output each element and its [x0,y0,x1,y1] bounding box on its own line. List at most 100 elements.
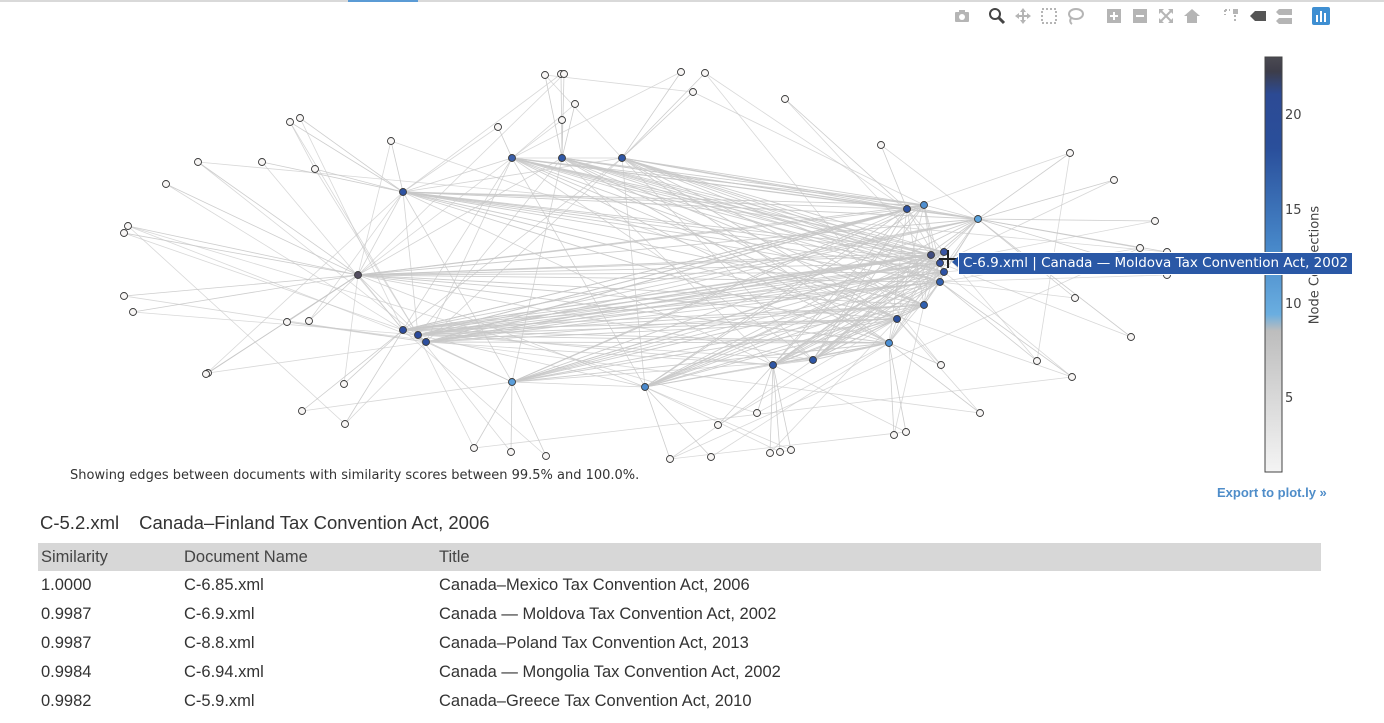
graph-node[interactable] [340,380,348,388]
graph-node[interactable] [940,248,948,256]
table-row[interactable]: 0.9987 C-8.8.xml Canada–Poland Tax Conve… [38,629,1321,658]
graph-node[interactable] [903,205,911,213]
graph-node[interactable] [399,326,407,334]
hover-closest-icon[interactable] [1248,6,1268,26]
table-row[interactable]: 0.9987 C-6.9.xml Canada — Moldova Tax Co… [38,600,1321,629]
graph-node[interactable] [124,222,132,230]
graph-node[interactable] [354,271,362,279]
graph-node[interactable] [341,420,349,428]
graph-node[interactable] [258,158,266,166]
graph-node[interactable] [940,268,948,276]
graph-node[interactable] [776,448,784,456]
graph-node[interactable] [162,180,170,188]
camera-icon[interactable] [952,6,972,26]
pan-icon[interactable] [1013,6,1033,26]
column-header-title[interactable]: Title [436,543,1321,571]
graph-node[interactable] [707,453,715,461]
graph-node[interactable] [541,71,549,79]
graph-node[interactable] [974,215,982,223]
graph-node[interactable] [976,409,984,417]
graph-node[interactable] [1068,373,1076,381]
table-row[interactable]: 1.0000 C-6.85.xml Canada–Mexico Tax Conv… [38,571,1321,600]
graph-node[interactable] [305,317,313,325]
graph-node[interactable] [558,154,566,162]
graph-node[interactable] [129,308,137,316]
graph-node[interactable] [283,318,291,326]
graph-node[interactable] [1071,294,1079,302]
column-header-similarity[interactable]: Similarity [38,543,181,571]
graph-node[interactable] [920,301,928,309]
graph-node[interactable] [677,68,685,76]
graph-node[interactable] [666,455,674,463]
graph-node[interactable] [714,421,722,429]
graph-node[interactable] [508,378,516,386]
graph-node[interactable] [885,339,893,347]
graph-node[interactable] [769,361,777,369]
graph-node[interactable] [920,201,928,209]
graph-node[interactable] [890,431,898,439]
spike-lines-icon[interactable] [1221,6,1241,26]
graph-node[interactable] [414,331,422,339]
graph-node[interactable] [470,444,478,452]
graph-node[interactable] [399,188,407,196]
graph-node[interactable] [494,123,502,131]
column-header-document-name[interactable]: Document Name [181,543,436,571]
plotly-logo-icon[interactable] [1311,6,1331,26]
graph-node[interactable] [120,292,128,300]
graph-node[interactable] [936,259,944,267]
hover-compare-icon[interactable] [1274,6,1294,26]
table-row[interactable]: 0.9984 C-6.94.xml Canada — Mongolia Tax … [38,658,1321,687]
graph-node[interactable] [120,229,128,237]
graph-node[interactable] [701,69,709,77]
cell-document-name[interactable]: C-5.9.xml [184,692,255,710]
graph-node[interactable] [937,361,945,369]
export-to-plotly-link[interactable]: Export to plot.ly » [1217,485,1327,500]
graph-node[interactable] [286,118,294,126]
graph-node[interactable] [766,449,774,457]
graph-node[interactable] [507,448,515,456]
graph-node[interactable] [781,95,789,103]
graph-node[interactable] [936,278,944,286]
zoom-out-icon[interactable] [1130,6,1150,26]
graph-node[interactable] [542,452,550,460]
graph-node[interactable] [641,383,649,391]
lasso-select-icon[interactable] [1065,6,1085,26]
graph-node[interactable] [422,338,430,346]
graph-node[interactable] [618,154,626,162]
cell-document-name[interactable]: C-6.85.xml [184,576,264,594]
graph-node[interactable] [194,158,202,166]
graph-node[interactable] [298,407,306,415]
home-icon[interactable] [1182,6,1202,26]
graph-node[interactable] [558,116,566,124]
graph-node[interactable] [311,165,319,173]
table-row[interactable]: 0.9982 C-5.9.xml Canada–Greece Tax Conve… [38,687,1321,716]
zoom-in-icon[interactable] [1104,6,1124,26]
graph-node[interactable] [1066,149,1074,157]
zoom-icon[interactable] [987,6,1007,26]
graph-node[interactable] [560,70,568,78]
graph-node[interactable] [809,356,817,364]
graph-node[interactable] [296,114,304,122]
graph-node[interactable] [877,141,885,149]
graph-node[interactable] [571,100,579,108]
cell-document-name[interactable]: C-6.9.xml [184,605,255,623]
network-graph[interactable]: 20 15 10 5 [0,0,1384,500]
graph-node[interactable] [1110,176,1118,184]
graph-node[interactable] [1151,217,1159,225]
autoscale-icon[interactable] [1156,6,1176,26]
graph-node[interactable] [1127,333,1135,341]
graph-node[interactable] [787,446,795,454]
graph-node[interactable] [387,137,395,145]
cell-document-name[interactable]: C-8.8.xml [184,634,255,652]
box-select-icon[interactable] [1039,6,1059,26]
graph-node[interactable] [893,315,901,323]
graph-node[interactable] [1136,244,1144,252]
graph-node[interactable] [689,88,697,96]
graph-node[interactable] [902,428,910,436]
graph-node[interactable] [1033,357,1041,365]
graph-node[interactable] [508,154,516,162]
graph-node[interactable] [202,370,210,378]
graph-node[interactable] [753,409,761,417]
cell-document-name[interactable]: C-6.94.xml [184,663,264,681]
graph-node[interactable] [927,251,935,259]
